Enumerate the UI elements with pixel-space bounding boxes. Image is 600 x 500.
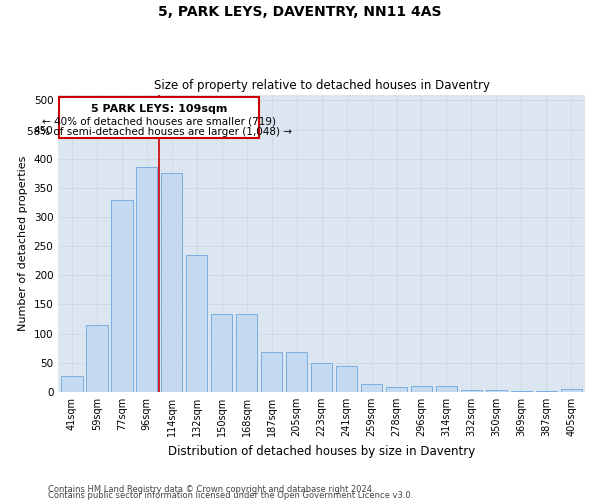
- Text: 58% of semi-detached houses are larger (1,048) →: 58% of semi-detached houses are larger (…: [27, 126, 292, 136]
- Text: 5, PARK LEYS, DAVENTRY, NN11 4AS: 5, PARK LEYS, DAVENTRY, NN11 4AS: [158, 5, 442, 19]
- Y-axis label: Number of detached properties: Number of detached properties: [18, 156, 28, 331]
- Text: Contains HM Land Registry data © Crown copyright and database right 2024.: Contains HM Land Registry data © Crown c…: [48, 484, 374, 494]
- Bar: [186, 255, 208, 392]
- Bar: [236, 314, 257, 392]
- Bar: [211, 314, 232, 392]
- Bar: [86, 325, 107, 392]
- Bar: [560, 389, 582, 392]
- Bar: [536, 391, 557, 392]
- Bar: [136, 168, 157, 392]
- Text: Contains public sector information licensed under the Open Government Licence v3: Contains public sector information licen…: [48, 490, 413, 500]
- Bar: [511, 391, 532, 392]
- Text: 5 PARK LEYS: 109sqm: 5 PARK LEYS: 109sqm: [91, 104, 227, 115]
- Bar: [61, 376, 83, 392]
- Bar: [486, 390, 507, 392]
- Bar: [386, 388, 407, 392]
- Bar: [461, 390, 482, 392]
- Bar: [361, 384, 382, 392]
- Bar: [286, 352, 307, 392]
- Bar: [161, 174, 182, 392]
- Bar: [311, 363, 332, 392]
- Bar: [261, 352, 283, 392]
- Text: ← 40% of detached houses are smaller (719): ← 40% of detached houses are smaller (71…: [43, 116, 277, 126]
- Bar: [336, 366, 357, 392]
- Bar: [436, 386, 457, 392]
- Bar: [59, 98, 259, 138]
- Bar: [411, 386, 432, 392]
- Bar: [111, 200, 133, 392]
- Title: Size of property relative to detached houses in Daventry: Size of property relative to detached ho…: [154, 79, 490, 92]
- X-axis label: Distribution of detached houses by size in Daventry: Distribution of detached houses by size …: [168, 444, 475, 458]
